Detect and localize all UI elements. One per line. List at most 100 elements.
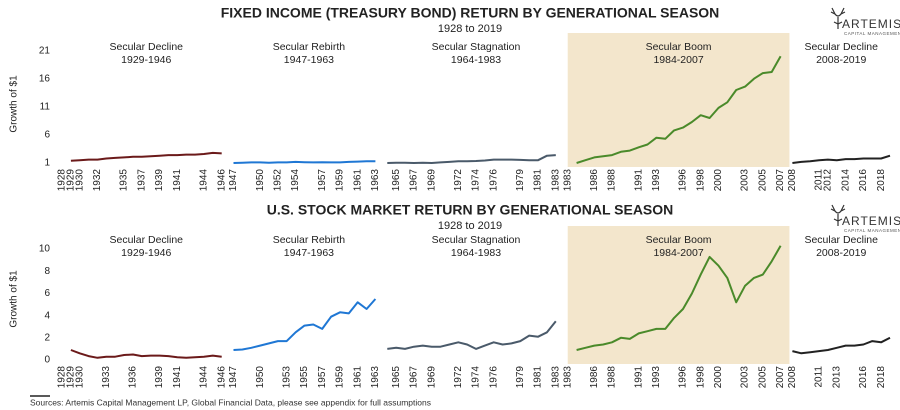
chart-title: FIXED INCOME (TREASURY BOND) RETURN BY G…	[221, 5, 720, 21]
era-period: 1984-2007	[653, 54, 703, 66]
x-tick-label: 1998	[695, 169, 706, 192]
x-tick-label: 1941	[172, 169, 183, 192]
x-tick-label: 2008	[787, 366, 798, 389]
x-tick-label: 1965	[391, 366, 402, 389]
x-tick-label: 2003	[740, 169, 751, 192]
x-tick-label: 1988	[607, 169, 618, 192]
x-tick-label: 1961	[352, 169, 363, 192]
x-tick-label: 1972	[453, 366, 464, 389]
x-tick-label: 1944	[199, 366, 210, 389]
x-tick-label: 1983	[550, 169, 561, 192]
y-tick-label: 6	[44, 130, 50, 141]
x-tick-label: 1976	[488, 366, 499, 389]
era-name: Secular Decline	[109, 234, 183, 246]
y-tick-label: 16	[39, 73, 51, 84]
x-tick-label: 1967	[409, 169, 420, 192]
x-tick-label: 1946	[216, 366, 227, 389]
x-tick-label: 2016	[858, 366, 869, 389]
x-tick-label: 1976	[488, 169, 499, 192]
era-name: Secular Decline	[109, 41, 183, 53]
x-tick-label: 1993	[651, 169, 662, 192]
x-tick-label: 1947	[228, 366, 239, 389]
y-tick-label: 21	[39, 45, 51, 56]
x-tick-label: 1939	[154, 366, 165, 389]
x-tick-label: 1969	[426, 366, 437, 389]
y-tick-label: 4	[44, 310, 50, 321]
x-tick-label: 1983	[562, 169, 573, 192]
x-tick-label: 1974	[471, 169, 482, 192]
x-tick-label: 1969	[426, 169, 437, 192]
x-tick-label: 1936	[128, 366, 139, 389]
era-name: Secular Stagnation	[432, 234, 521, 246]
x-tick-label: 1959	[335, 366, 346, 389]
chart-title: U.S. STOCK MARKET RETURN BY GENERATIONAL…	[267, 202, 674, 218]
x-tick-label: 1983	[550, 366, 561, 389]
x-tick-label: 2018	[876, 366, 887, 389]
x-tick-label: 1983	[562, 366, 573, 389]
x-tick-label: 1928	[57, 169, 68, 192]
y-axis-label: Growth of $1	[9, 75, 20, 133]
x-tick-label: 1933	[101, 366, 112, 389]
x-tick-label: 2014	[840, 169, 851, 192]
series-line	[70, 151, 222, 162]
x-tick-label: 2011	[814, 169, 825, 191]
x-tick-label: 1929	[66, 366, 77, 389]
x-tick-label: 1941	[172, 366, 183, 389]
era-period: 1964-1983	[451, 54, 501, 66]
era-period: 2008-2019	[816, 54, 866, 66]
x-tick-label: 1928	[57, 366, 68, 389]
x-tick-label: 1952	[273, 169, 284, 192]
x-tick-label: 2000	[713, 169, 724, 192]
x-tick-label: 1963	[370, 169, 381, 192]
x-tick-label: 2013	[831, 366, 842, 389]
y-tick-label: 6	[44, 288, 50, 299]
x-tick-label: 1979	[515, 169, 526, 192]
logo-name: ARTEMIS	[842, 17, 900, 31]
x-tick-label: 1930	[74, 169, 85, 192]
series-line	[792, 336, 891, 355]
era-name: Secular Boom	[646, 234, 712, 246]
x-tick-label: 1950	[255, 366, 266, 389]
x-tick-label: 1979	[515, 366, 526, 389]
era-period: 2008-2019	[816, 247, 866, 259]
era-name: Secular Decline	[804, 41, 878, 53]
x-tick-label: 1974	[471, 366, 482, 389]
x-tick-label: 1947	[228, 169, 239, 192]
x-tick-label: 1967	[409, 366, 420, 389]
era-name: Secular Stagnation	[432, 41, 521, 53]
x-tick-label: 1950	[255, 169, 266, 192]
x-tick-label: 1981	[533, 169, 544, 192]
series-line	[576, 245, 782, 351]
x-tick-label: 1972	[453, 169, 464, 192]
x-tick-label: 1946	[216, 169, 227, 192]
x-tick-label: 1955	[299, 366, 310, 389]
x-tick-label: 1963	[370, 366, 381, 389]
x-tick-label: 1996	[678, 169, 689, 192]
x-tick-label: 2007	[775, 366, 786, 389]
y-tick-label: 10	[39, 244, 51, 255]
series-line	[233, 298, 377, 351]
x-tick-label: 1930	[74, 366, 85, 389]
y-tick-label: 8	[44, 266, 50, 277]
x-tick-label: 1991	[633, 366, 644, 389]
footnote: Sources: Artemis Capital Management LP, …	[30, 397, 431, 407]
x-tick-label: 2008	[787, 169, 798, 192]
y-axis-label: Growth of $1	[9, 270, 20, 328]
x-tick-label: 1954	[290, 169, 301, 192]
logo-icon	[830, 7, 846, 29]
era-period: 1947-1963	[284, 54, 334, 66]
series-line	[792, 154, 891, 164]
era-name: Secular Boom	[646, 41, 712, 53]
highlight-band	[567, 226, 790, 364]
era-period: 1964-1983	[451, 247, 501, 259]
x-tick-label: 1993	[651, 366, 662, 389]
x-tick-label: 1957	[317, 366, 328, 389]
x-tick-label: 1986	[589, 169, 600, 192]
x-tick-label: 1965	[391, 169, 402, 192]
x-tick-label: 1939	[154, 169, 165, 192]
era-period: 1984-2007	[653, 247, 703, 259]
x-tick-label: 1986	[589, 366, 600, 389]
